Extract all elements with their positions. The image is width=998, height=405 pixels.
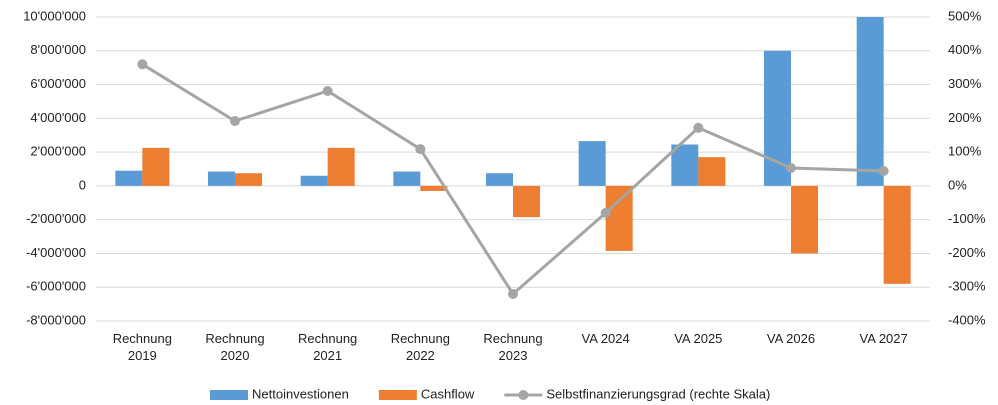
x-tick-label: Rechnung 2023 bbox=[483, 331, 543, 363]
line-marker bbox=[878, 166, 889, 177]
y-tick-label: -2'000'000 bbox=[26, 211, 86, 226]
y2-tick-label: 300% bbox=[948, 76, 982, 91]
line-marker bbox=[786, 162, 796, 173]
x-tick-label: VA 2024 bbox=[581, 331, 630, 346]
y-tick-label: 4'000'000 bbox=[30, 110, 86, 125]
bar bbox=[698, 157, 726, 186]
line-marker bbox=[600, 207, 611, 218]
bar bbox=[883, 185, 911, 284]
bar bbox=[671, 144, 699, 186]
line-marker bbox=[508, 288, 518, 299]
y2-tick-label: 0% bbox=[948, 177, 967, 192]
bar bbox=[856, 17, 884, 186]
y-tick-label: 8'000'000 bbox=[30, 42, 86, 57]
y-tick-label: -4'000'000 bbox=[26, 245, 86, 260]
legend-label: Cashflow bbox=[421, 386, 475, 401]
bar bbox=[393, 171, 421, 186]
bar bbox=[300, 175, 328, 186]
bar bbox=[578, 141, 606, 186]
y-tick-label: 2'000'000 bbox=[30, 144, 86, 159]
bar bbox=[605, 185, 633, 251]
y-tick-label: -8'000'000 bbox=[26, 312, 86, 327]
bar bbox=[235, 173, 262, 186]
x-tick-label: Rechnung 2020 bbox=[205, 331, 265, 363]
x-tick-label: VA 2026 bbox=[766, 331, 816, 346]
y2-tick-label: -400% bbox=[948, 312, 986, 327]
bar bbox=[327, 147, 355, 186]
bar bbox=[142, 147, 170, 186]
y2-tick-label: -300% bbox=[948, 279, 986, 294]
line-marker bbox=[230, 116, 240, 127]
x-tick-label: Rechnung 2022 bbox=[390, 331, 450, 363]
bar bbox=[513, 185, 540, 218]
y-tick-label: 10'000'000 bbox=[23, 8, 86, 23]
line-marker bbox=[415, 144, 426, 155]
bar bbox=[420, 185, 448, 191]
y2-tick-label: -200% bbox=[948, 245, 986, 260]
line-marker bbox=[322, 85, 333, 96]
bar bbox=[115, 170, 143, 186]
line-marker bbox=[693, 122, 704, 133]
x-tick-label: VA 2025 bbox=[674, 331, 723, 346]
legend-label: Nettoinvestionen bbox=[252, 386, 349, 401]
y2-tick-label: 500% bbox=[948, 8, 982, 23]
legend-swatch bbox=[210, 390, 248, 400]
y-tick-label: 6'000'000 bbox=[30, 76, 86, 91]
y2-tick-label: 100% bbox=[948, 144, 982, 159]
legend-swatch bbox=[378, 390, 417, 400]
line-marker bbox=[137, 59, 148, 70]
y2-tick-label: 400% bbox=[948, 42, 982, 57]
legend-label: Selbstfinanzierungsgrad (rechte Skala) bbox=[546, 386, 770, 401]
bar bbox=[791, 185, 818, 254]
y2-tick-label: 200% bbox=[948, 110, 982, 125]
x-tick-label: Rechnung 2019 bbox=[112, 331, 172, 363]
y-tick-label: 0 bbox=[79, 177, 86, 192]
bar bbox=[486, 173, 513, 186]
x-tick-label: VA 2027 bbox=[859, 331, 908, 346]
legend-swatch bbox=[518, 390, 529, 400]
y-tick-label: -6'000'000 bbox=[26, 279, 86, 294]
y2-tick-label: -100% bbox=[948, 211, 986, 226]
x-tick-label: Rechnung 2021 bbox=[298, 331, 358, 363]
bar bbox=[208, 171, 235, 186]
